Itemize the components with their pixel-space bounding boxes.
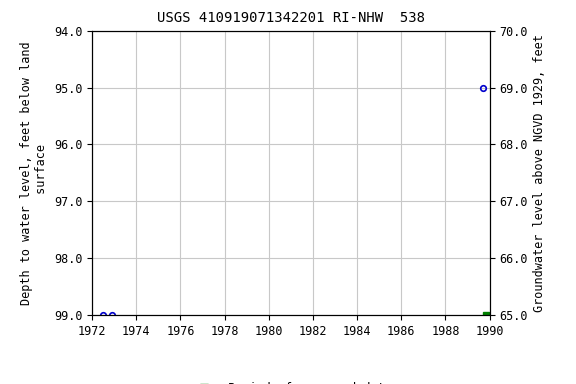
Y-axis label: Depth to water level, feet below land
 surface: Depth to water level, feet below land su… <box>20 41 48 305</box>
Y-axis label: Groundwater level above NGVD 1929, feet: Groundwater level above NGVD 1929, feet <box>533 34 547 312</box>
Title: USGS 410919071342201 RI-NHW  538: USGS 410919071342201 RI-NHW 538 <box>157 12 425 25</box>
Legend: Period of approved data: Period of approved data <box>185 377 397 384</box>
